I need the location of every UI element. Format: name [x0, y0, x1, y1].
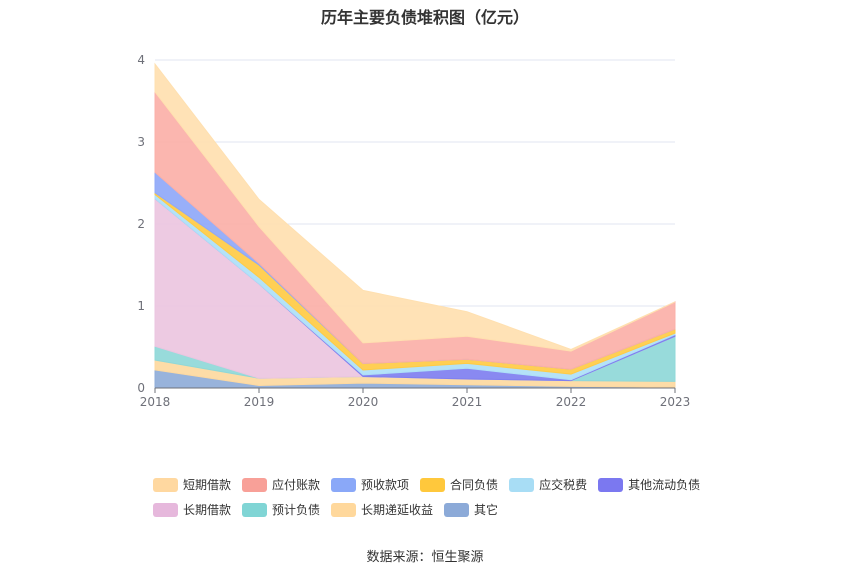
- legend-label: 预收款项: [361, 478, 410, 492]
- legend-label: 预计负债: [272, 503, 321, 517]
- x-tick-label: 2023: [660, 395, 691, 409]
- area-series-9: [154, 62, 676, 352]
- legend-label: 长期借款: [183, 503, 232, 517]
- legend-swatch: [331, 502, 357, 517]
- y-tick-label: 3: [137, 135, 145, 149]
- data-source: 数据来源：恒生聚源: [366, 550, 484, 565]
- legend-swatch: [420, 477, 446, 492]
- legend-row-1: 短期借款 应付账款 预收款项 合同负债 应交税费 其他流动负债: [153, 472, 753, 497]
- x-axis: 2018 2019 2020 2021 2022 2023: [140, 387, 691, 409]
- y-tick-label: 4: [137, 53, 145, 67]
- legend-item[interactable]: 应交税费: [509, 476, 587, 493]
- y-tick-label: 2: [137, 217, 145, 231]
- legend-swatch: [242, 502, 268, 517]
- y-axis: 0 1 2 3 4: [137, 53, 145, 395]
- legend-item[interactable]: 预计负债: [242, 501, 320, 518]
- legend-swatch: [331, 477, 357, 492]
- legend-swatch: [153, 477, 178, 492]
- legend-label: 应交税费: [539, 478, 588, 492]
- legend-item[interactable]: 预收款项: [331, 476, 409, 493]
- legend-label: 合同负债: [450, 478, 499, 492]
- x-tick-label: 2018: [140, 395, 171, 409]
- x-tick-label: 2022: [556, 395, 587, 409]
- x-tick-label: 2020: [348, 395, 379, 409]
- legend-label: 应付账款: [272, 478, 321, 492]
- legend: 短期借款 应付账款 预收款项 合同负债 应交税费 其他流动负债 长期借款 预计负债 长期递延收…: [153, 472, 753, 522]
- legend-label: 其它: [474, 503, 499, 517]
- legend-item[interactable]: 长期借款: [153, 501, 231, 518]
- legend-swatch: [598, 477, 624, 492]
- legend-item[interactable]: 合同负债: [420, 476, 498, 493]
- stacked-area-chart: 2018 2019 2020 2021 2022 2023 0 1 2 3 4: [137, 53, 691, 409]
- legend-label: 短期借款: [183, 478, 232, 492]
- area-series: [154, 62, 676, 389]
- chart-title: 历年主要负债堆积图（亿元）: [320, 8, 529, 27]
- y-tick-label: 0: [137, 381, 145, 395]
- legend-label: 长期递延收益: [361, 503, 434, 517]
- x-tick-label: 2021: [452, 395, 483, 409]
- x-tick-label: 2019: [244, 395, 275, 409]
- legend-item[interactable]: 短期借款: [153, 476, 231, 493]
- legend-swatch: [153, 502, 178, 517]
- legend-item[interactable]: 其它: [444, 501, 498, 518]
- legend-item[interactable]: 其他流动负债: [598, 476, 700, 493]
- legend-swatch: [509, 477, 535, 492]
- legend-row-2: 长期借款 预计负债 长期递延收益 其它: [153, 497, 753, 522]
- legend-item[interactable]: 应付账款: [242, 476, 320, 493]
- legend-item[interactable]: 长期递延收益: [331, 501, 433, 518]
- legend-label: 其他流动负债: [628, 478, 701, 492]
- legend-swatch: [444, 502, 470, 517]
- y-tick-label: 1: [137, 299, 145, 313]
- legend-swatch: [242, 477, 268, 492]
